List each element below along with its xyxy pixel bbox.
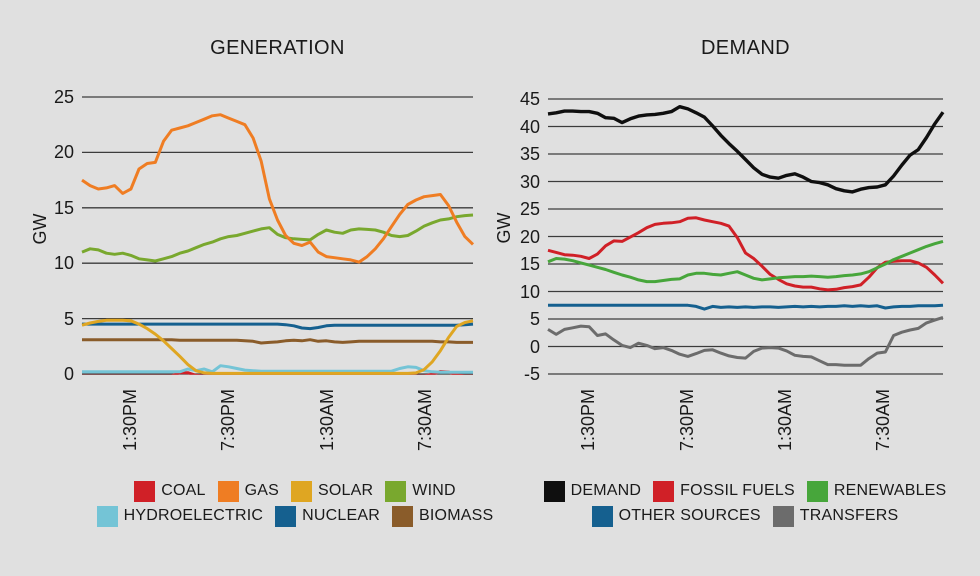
series-line-nuclear — [82, 322, 474, 331]
series-line-other-sources — [548, 303, 944, 311]
x-tick-label-1:30am: 1:30AM — [317, 389, 338, 452]
x-tick-label-1:30pm: 1:30PM — [577, 389, 598, 452]
y-tick-label-15: 15 — [519, 254, 540, 274]
y-tick-label-30: 30 — [519, 171, 540, 192]
legend-item-wind: WIND — [385, 480, 456, 502]
legend-swatch-icon — [392, 505, 414, 527]
legend-item-renewables: RENEWABLES — [806, 480, 947, 502]
x-tick-label-7:30am: 7:30AM — [414, 389, 435, 452]
legend-swatch-icon — [772, 505, 794, 527]
series-line-transfers — [547, 315, 944, 367]
legend-swatch-icon — [543, 480, 565, 502]
generation-plot — [81, 96, 475, 375]
legend-swatch-icon — [134, 480, 156, 502]
y-tick-label-10: 10 — [519, 281, 540, 302]
legend-label: FOSSIL FUELS — [680, 482, 795, 499]
legend-item-other-sources: OTHER SOURCES — [591, 505, 761, 527]
legend-row: DEMAND FOSSIL FUELS RENEWABLES — [515, 480, 975, 502]
y-tick-label-0: 0 — [529, 336, 540, 357]
legend-item-coal: COAL — [134, 480, 206, 502]
legend-item-biomass: BIOMASS — [392, 505, 494, 527]
legend-item-nuclear: NUCLEAR — [275, 505, 381, 527]
legend-item-solar: SOLAR — [291, 480, 374, 502]
legend-item-gas: GAS — [217, 480, 280, 502]
demand-legend: DEMAND FOSSIL FUELS RENEWABLES OTHER SOURCE… — [515, 480, 975, 530]
legend-row: HYDROELECTRIC NUCLEAR BIOMASS — [55, 505, 535, 527]
series-line-solar — [81, 318, 474, 375]
y-tick-label-15: 15 — [53, 197, 74, 218]
y-tick-label-25: 25 — [53, 87, 74, 107]
y-tick-label--5: -5 — [523, 364, 540, 384]
y-tick-label-20: 20 — [519, 226, 540, 247]
series-line-wind — [81, 213, 474, 263]
series-line-demand — [547, 104, 945, 194]
series-line-gas — [81, 113, 475, 264]
series-line-hydroelectric — [82, 364, 473, 374]
legend-label: COAL — [161, 482, 206, 499]
y-tick-label-25: 25 — [519, 199, 540, 219]
x-tick-label-1:30am: 1:30AM — [775, 389, 795, 452]
legend-swatch-icon — [591, 505, 613, 527]
y-tick-label-0: 0 — [63, 364, 74, 384]
y-tick-label-35: 35 — [519, 144, 540, 164]
legend-swatch-icon — [653, 480, 675, 502]
y-tick-label-45: 45 — [519, 89, 540, 109]
legend-item-demand: DEMAND — [543, 480, 642, 502]
legend-item-transfers: TRANSFERS — [772, 505, 899, 527]
y-tick-label-20: 20 — [53, 142, 74, 163]
x-tick-label-7:30pm: 7:30PM — [677, 389, 698, 452]
series-line-biomass — [82, 338, 473, 345]
legend-label: TRANSFERS — [799, 507, 899, 524]
legend-swatch-icon — [385, 480, 407, 502]
legend-label: HYDROELECTRIC — [123, 507, 264, 524]
legend-row: OTHER SOURCES TRANSFERS — [515, 505, 975, 527]
legend-swatch-icon — [291, 480, 313, 502]
legend-swatch-icon — [806, 480, 828, 502]
y-tick-label-10: 10 — [53, 253, 74, 274]
legend-item-fossil-fuels: FOSSIL FUELS — [653, 480, 795, 502]
x-tick-label-1:30pm: 1:30PM — [120, 389, 141, 452]
y-tick-label-5: 5 — [63, 308, 74, 329]
legend-label: GAS — [244, 482, 280, 499]
legend-label: WIND — [412, 482, 456, 499]
legend-row: COAL GAS SOLAR WIND — [55, 480, 535, 502]
legend-label: OTHER SOURCES — [618, 507, 761, 524]
legend-label: RENEWABLES — [833, 482, 947, 499]
generation-legend: COAL GAS SOLAR WIND HYDROELECTRIC NUCLEAR BIOM… — [55, 480, 535, 530]
series-line-renewables — [547, 239, 944, 284]
y-tick-label-5: 5 — [529, 309, 540, 329]
series-line-fossil-fuels — [547, 216, 945, 292]
legend-label: NUCLEAR — [302, 507, 381, 524]
x-tick-label-7:30am: 7:30AM — [872, 389, 893, 452]
legend-label: BIOMASS — [419, 507, 494, 524]
demand-chart-title: DEMAND — [700, 37, 791, 59]
legend-swatch-icon — [275, 505, 297, 527]
x-tick-label-7:30pm: 7:30PM — [217, 389, 238, 452]
generation-chart-title: GENERATION — [210, 37, 345, 59]
legend-label: DEMAND — [570, 482, 642, 499]
legend-label: SOLAR — [318, 482, 374, 499]
demand-plot — [547, 98, 945, 375]
legend-swatch-icon — [96, 505, 118, 527]
legend-swatch-icon — [217, 480, 239, 502]
y-tick-label-40: 40 — [519, 116, 540, 137]
legend-item-hydroelectric: HYDROELECTRIC — [96, 505, 264, 527]
